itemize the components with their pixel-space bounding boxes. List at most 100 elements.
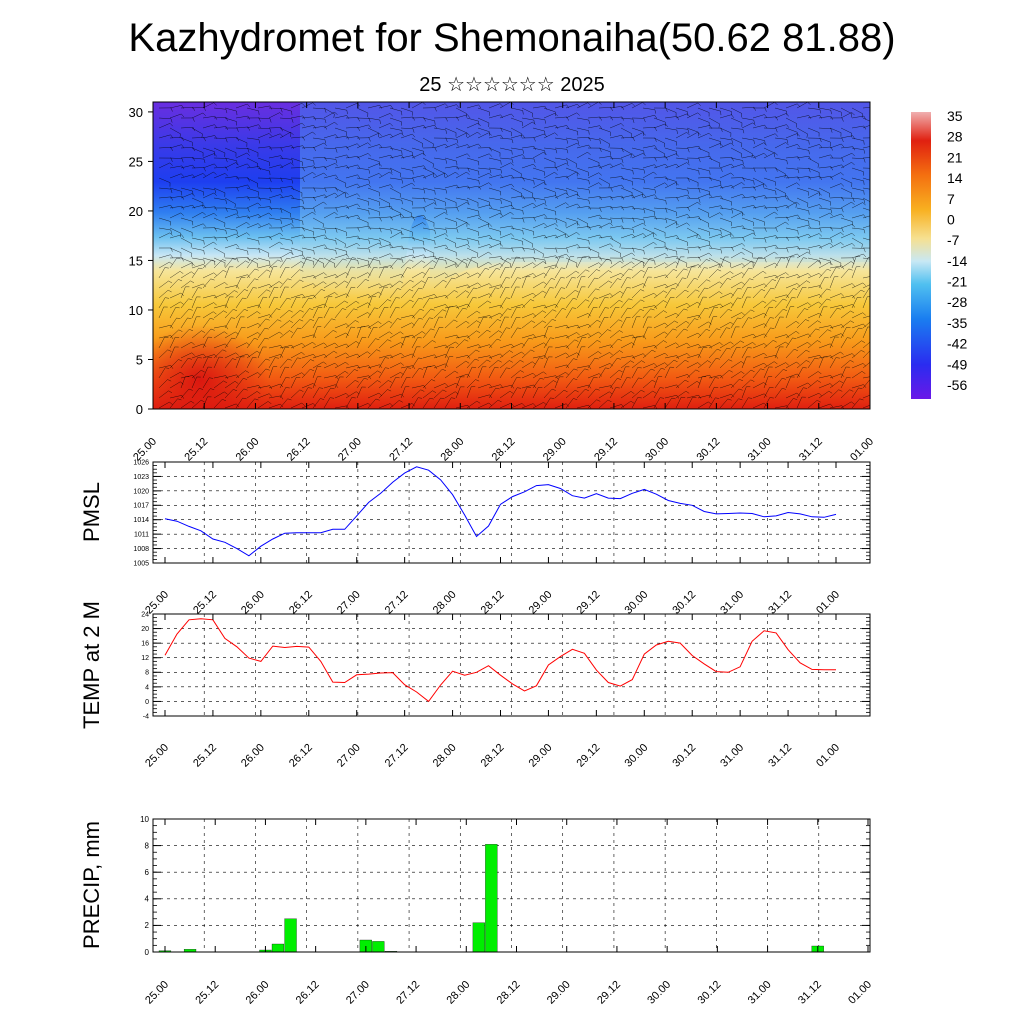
wind-barb-flag — [632, 118, 635, 123]
pmsl-x-label: 28.12 — [479, 589, 507, 617]
wind-barb-flag — [495, 387, 500, 390]
wind-barb — [840, 295, 853, 299]
wind-barb-flag — [727, 278, 732, 280]
wind-barb — [697, 394, 710, 399]
wind-barb — [433, 327, 440, 339]
wind-barb-flag — [475, 349, 480, 352]
wind-barb — [576, 389, 586, 399]
wind-barb — [719, 107, 732, 112]
wind-barb-flag — [222, 259, 227, 262]
wind-barb-flag — [301, 103, 306, 107]
wind-barb — [752, 124, 765, 129]
precip-grid — [153, 818, 870, 953]
wind-barb — [653, 246, 666, 249]
wind-barb — [444, 290, 455, 299]
wind-barb — [763, 317, 771, 329]
wind-barb — [378, 367, 386, 379]
wind-barb — [213, 343, 226, 349]
wind-barb-flag — [698, 354, 702, 358]
wind-barb — [444, 217, 457, 223]
wind-barb-flag — [236, 213, 240, 217]
wind-barb-flag — [378, 173, 383, 177]
wind-barb — [202, 388, 211, 399]
wind-barb — [301, 165, 314, 169]
wind-barb — [554, 308, 563, 319]
wind-barb-flag — [718, 263, 720, 268]
wind-barb-flag — [389, 171, 393, 175]
wind-barb-flag — [478, 185, 482, 190]
wind-barb — [367, 197, 380, 203]
wind-barb — [730, 182, 742, 189]
wind-barb — [488, 243, 501, 249]
wind-barb — [180, 376, 186, 389]
wind-barb — [455, 373, 468, 379]
wind-barb — [642, 368, 652, 379]
wind-barb-flag — [274, 357, 279, 359]
wind-barb — [290, 294, 303, 299]
wind-barb — [257, 289, 267, 299]
wind-barb-flag — [566, 324, 570, 329]
wind-barb-flag — [653, 242, 657, 246]
wind-barb-flag — [368, 294, 372, 298]
wind-barb — [664, 107, 677, 113]
wind-barb-flag — [819, 109, 822, 114]
wind-barb-flag — [368, 264, 372, 269]
wind-barb — [510, 277, 518, 289]
cross-y-label: 30 — [129, 105, 143, 120]
wind-barb-flag — [599, 116, 602, 121]
pmsl-frame — [152, 461, 871, 564]
wind-barb — [433, 295, 446, 299]
wind-barb-flag — [455, 172, 459, 175]
wind-barb — [554, 116, 567, 119]
wind-barb — [730, 379, 740, 389]
wind-barb — [840, 310, 851, 319]
wind-barb-flag — [285, 377, 290, 379]
wind-barb — [323, 296, 329, 309]
wind-barb — [631, 247, 644, 251]
wind-barb — [312, 227, 325, 230]
wind-barb-flag — [432, 163, 434, 168]
wind-barb — [279, 344, 292, 349]
wind-barb — [565, 222, 577, 229]
wind-barb — [851, 147, 864, 150]
wind-barb — [631, 167, 644, 170]
wind-barb — [675, 187, 688, 191]
wind-barb-flag — [561, 297, 566, 299]
wind-barb — [708, 374, 721, 379]
wind-barb — [433, 172, 446, 179]
wind-barb — [257, 133, 270, 139]
wind-barb — [169, 195, 182, 199]
wind-barb-flag — [355, 300, 360, 304]
wind-barb — [576, 368, 585, 379]
wind-barb-flag — [342, 308, 347, 310]
wind-barb-flag — [187, 358, 192, 360]
wind-barb-flag — [355, 380, 359, 383]
wind-barb-flag — [542, 290, 547, 294]
wind-barb — [763, 116, 776, 119]
wind-barb-flag — [577, 140, 579, 145]
wind-barb — [532, 355, 545, 359]
wind-barb — [774, 187, 786, 194]
pmsl-x-axis: 25.00 25.12 26.00 26.12 27.00 27.12 28.00 28.12… — [143, 462, 842, 617]
wind-barb-flag — [807, 273, 812, 277]
wind-barb-flag — [246, 232, 250, 236]
wind-barb — [279, 286, 285, 299]
wind-barb — [323, 247, 336, 251]
wind-barb — [543, 187, 556, 193]
wind-barb — [477, 244, 490, 249]
wind-barb — [730, 388, 740, 399]
wind-barb — [697, 344, 710, 349]
wind-barb — [719, 393, 732, 399]
wind-barb-flag — [653, 293, 658, 297]
temp-x-label: 29.00 — [527, 742, 555, 770]
wind-barb-flag — [280, 227, 283, 232]
wind-barb-flag — [165, 367, 170, 369]
wind-barb — [532, 247, 544, 255]
wind-barb — [334, 247, 347, 252]
wind-barb-flag — [477, 282, 481, 286]
wind-barb — [257, 358, 267, 369]
wind-barb-flag — [169, 261, 173, 265]
wind-barb — [686, 315, 699, 319]
wind-barb — [697, 244, 710, 249]
